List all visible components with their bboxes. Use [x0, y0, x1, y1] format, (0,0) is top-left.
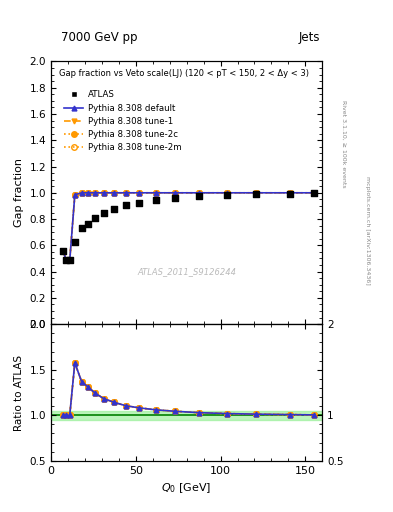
Point — [63, 255, 70, 264]
Bar — [51, 411, 322, 420]
Y-axis label: Gap fraction: Gap fraction — [14, 158, 24, 227]
Text: Rivet 3.1.10, ≥ 100k events: Rivet 3.1.10, ≥ 100k events — [342, 99, 346, 187]
Point — [123, 201, 129, 209]
Point — [153, 196, 159, 204]
Point — [85, 220, 92, 228]
Point — [253, 190, 259, 199]
Text: Gap fraction vs Veto scale(LJ) (120 < pT < 150, 2 < Δy < 3): Gap fraction vs Veto scale(LJ) (120 < pT… — [59, 69, 309, 78]
Point — [60, 247, 66, 255]
Y-axis label: Ratio to ATLAS: Ratio to ATLAS — [14, 354, 24, 431]
Text: 7000 GeV pp: 7000 GeV pp — [61, 31, 138, 44]
Point — [310, 189, 317, 198]
Point — [79, 224, 85, 232]
Legend: ATLAS, Pythia 8.308 default, Pythia 8.308 tune-1, Pythia 8.308 tune-2c, Pythia 8: ATLAS, Pythia 8.308 default, Pythia 8.30… — [61, 87, 185, 156]
Point — [66, 257, 73, 265]
X-axis label: $Q_0$ [GeV]: $Q_0$ [GeV] — [162, 481, 212, 495]
Point — [72, 238, 78, 246]
Text: ATLAS_2011_S9126244: ATLAS_2011_S9126244 — [137, 267, 236, 276]
Point — [172, 194, 178, 202]
Point — [136, 199, 142, 207]
Point — [287, 189, 293, 198]
Point — [92, 215, 98, 223]
Text: mcplots.cern.ch [arXiv:1306.3436]: mcplots.cern.ch [arXiv:1306.3436] — [365, 176, 370, 285]
Point — [111, 205, 117, 214]
Point — [224, 191, 230, 199]
Point — [101, 209, 107, 217]
Point — [195, 193, 202, 201]
Text: Jets: Jets — [299, 31, 320, 44]
